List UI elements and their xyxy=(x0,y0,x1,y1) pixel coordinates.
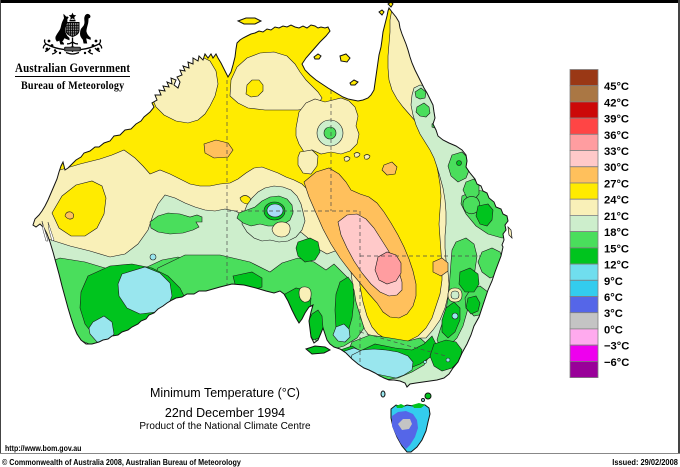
svg-text:45°C: 45°C xyxy=(604,81,629,93)
svg-text:9°C: 9°C xyxy=(604,276,623,288)
svg-text:12°C: 12°C xyxy=(604,260,629,272)
svg-text:21°C: 21°C xyxy=(604,211,629,223)
svg-text:6°C: 6°C xyxy=(604,292,623,304)
svg-text:−6°C: −6°C xyxy=(604,357,629,369)
svg-text:33°C: 33°C xyxy=(604,146,629,158)
svg-text:39°C: 39°C xyxy=(604,114,629,126)
svg-text:−3°C: −3°C xyxy=(604,341,629,353)
svg-text:18°C: 18°C xyxy=(604,227,629,239)
svg-text:0°C: 0°C xyxy=(604,324,623,336)
svg-text:24°C: 24°C xyxy=(604,195,629,207)
svg-text:3°C: 3°C xyxy=(604,308,623,320)
svg-text:27°C: 27°C xyxy=(604,179,629,191)
svg-text:30°C: 30°C xyxy=(604,162,629,174)
svg-text:36°C: 36°C xyxy=(604,130,629,142)
svg-text:42°C: 42°C xyxy=(604,97,629,109)
svg-text:15°C: 15°C xyxy=(604,243,629,255)
